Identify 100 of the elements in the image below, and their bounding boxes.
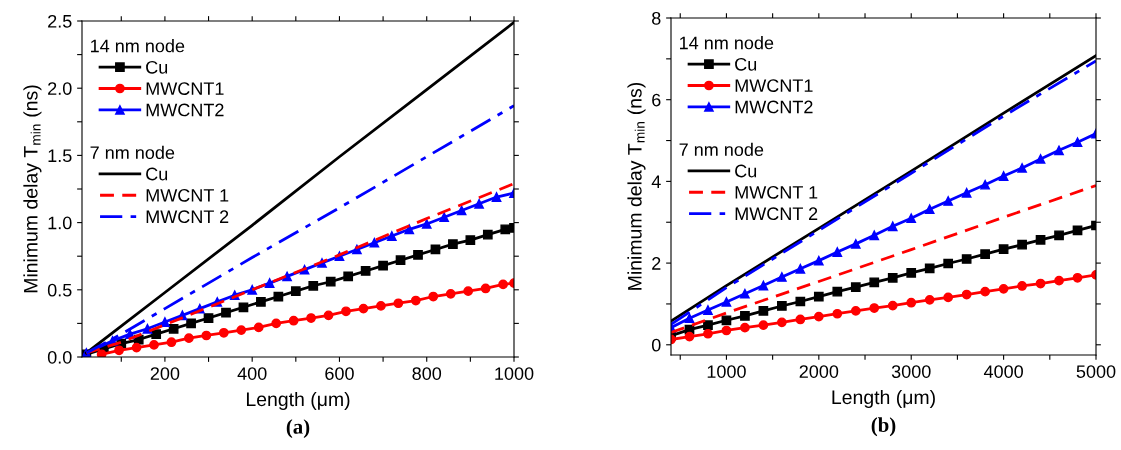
annotation: 7 nm node: [90, 145, 175, 160]
x-tick-label: 600: [325, 367, 354, 380]
point: [1072, 272, 1083, 283]
point: [201, 330, 212, 341]
annotation: 14 nm node: [91, 39, 185, 53]
legend-label: MWCNT 2: [146, 210, 229, 224]
y-tick-label: 1.0: [48, 216, 72, 230]
annotation: 7 nm node: [679, 142, 764, 157]
point: [439, 212, 450, 223]
point: [306, 313, 316, 323]
point: [1054, 230, 1064, 241]
point: [463, 286, 474, 297]
point: [114, 345, 124, 356]
y-tick-label: 8: [652, 11, 661, 25]
legend-label: Cu: [146, 60, 168, 74]
y-tick-label: 0: [651, 338, 661, 352]
point: [369, 237, 380, 248]
point: [413, 249, 423, 260]
point: [869, 277, 880, 288]
point: [887, 221, 898, 232]
point: [410, 295, 421, 306]
point: [906, 268, 917, 278]
point: [980, 179, 990, 190]
point: [684, 313, 695, 324]
point: [869, 303, 880, 313]
point: [288, 315, 299, 326]
x-tick-label: 200: [150, 367, 180, 380]
point: [325, 276, 336, 287]
point: [1072, 137, 1083, 148]
point: [721, 325, 732, 336]
point: [445, 288, 456, 299]
x-tick-label: 3000: [891, 365, 931, 378]
point: [758, 320, 769, 331]
point: [166, 337, 177, 348]
point: [832, 247, 843, 257]
point: [943, 258, 954, 269]
point: [998, 171, 1009, 181]
point: [343, 271, 354, 282]
point: [465, 235, 476, 245]
point: [480, 283, 491, 294]
point: [740, 310, 750, 321]
point: [376, 301, 386, 311]
point: [393, 298, 404, 309]
legend-label: MWCNT 1: [735, 185, 818, 199]
point: [395, 255, 406, 266]
point: [184, 333, 194, 344]
point: [813, 255, 824, 266]
point: [1017, 163, 1027, 173]
point: [1054, 275, 1064, 286]
point: [850, 282, 861, 293]
point: [998, 244, 1009, 255]
point: [1035, 278, 1046, 289]
legend-label: MWCNT 2: [735, 207, 818, 221]
point: [308, 280, 319, 291]
y-tick-label: 2: [652, 257, 661, 270]
x-axis-title: Length (μm): [832, 389, 935, 409]
point: [203, 313, 214, 323]
annotation: 14 nm node: [680, 36, 774, 50]
point: [832, 308, 843, 319]
text: (b): [871, 417, 896, 437]
text: (a): [286, 419, 310, 439]
point: [264, 278, 275, 288]
point: [360, 266, 371, 276]
point: [500, 224, 511, 235]
point: [253, 322, 264, 333]
point: [795, 296, 806, 307]
point: [703, 328, 713, 339]
point: [924, 263, 935, 274]
point: [813, 311, 824, 322]
point: [758, 306, 769, 316]
point: [221, 307, 231, 318]
legend-label: Cu: [735, 164, 757, 178]
y-tick-label: 2.5: [48, 14, 72, 28]
point: [906, 213, 917, 224]
point: [887, 300, 898, 311]
point: [238, 302, 249, 313]
point: [1035, 154, 1046, 164]
point: [149, 340, 159, 350]
point: [131, 342, 142, 353]
point: [456, 205, 467, 216]
point: [777, 272, 787, 282]
point: [961, 289, 972, 300]
point: [924, 294, 935, 305]
legend-label: Cu: [735, 57, 757, 71]
y-tick-label: 2.0: [48, 82, 72, 95]
x-tick-label: 1000: [707, 365, 746, 378]
legend-label: MWCNT2: [735, 100, 813, 114]
point: [378, 260, 388, 271]
point: [1035, 234, 1046, 245]
point: [386, 231, 397, 241]
point: [906, 297, 917, 308]
point: [924, 204, 935, 215]
point: [323, 310, 334, 321]
point: [703, 305, 713, 315]
point: [168, 323, 179, 334]
point: [428, 291, 439, 302]
point: [151, 329, 162, 340]
point: [358, 303, 369, 314]
point: [684, 331, 695, 342]
y-axis-title: Minimum delay T$_{min}$ (ns): [627, 82, 646, 290]
